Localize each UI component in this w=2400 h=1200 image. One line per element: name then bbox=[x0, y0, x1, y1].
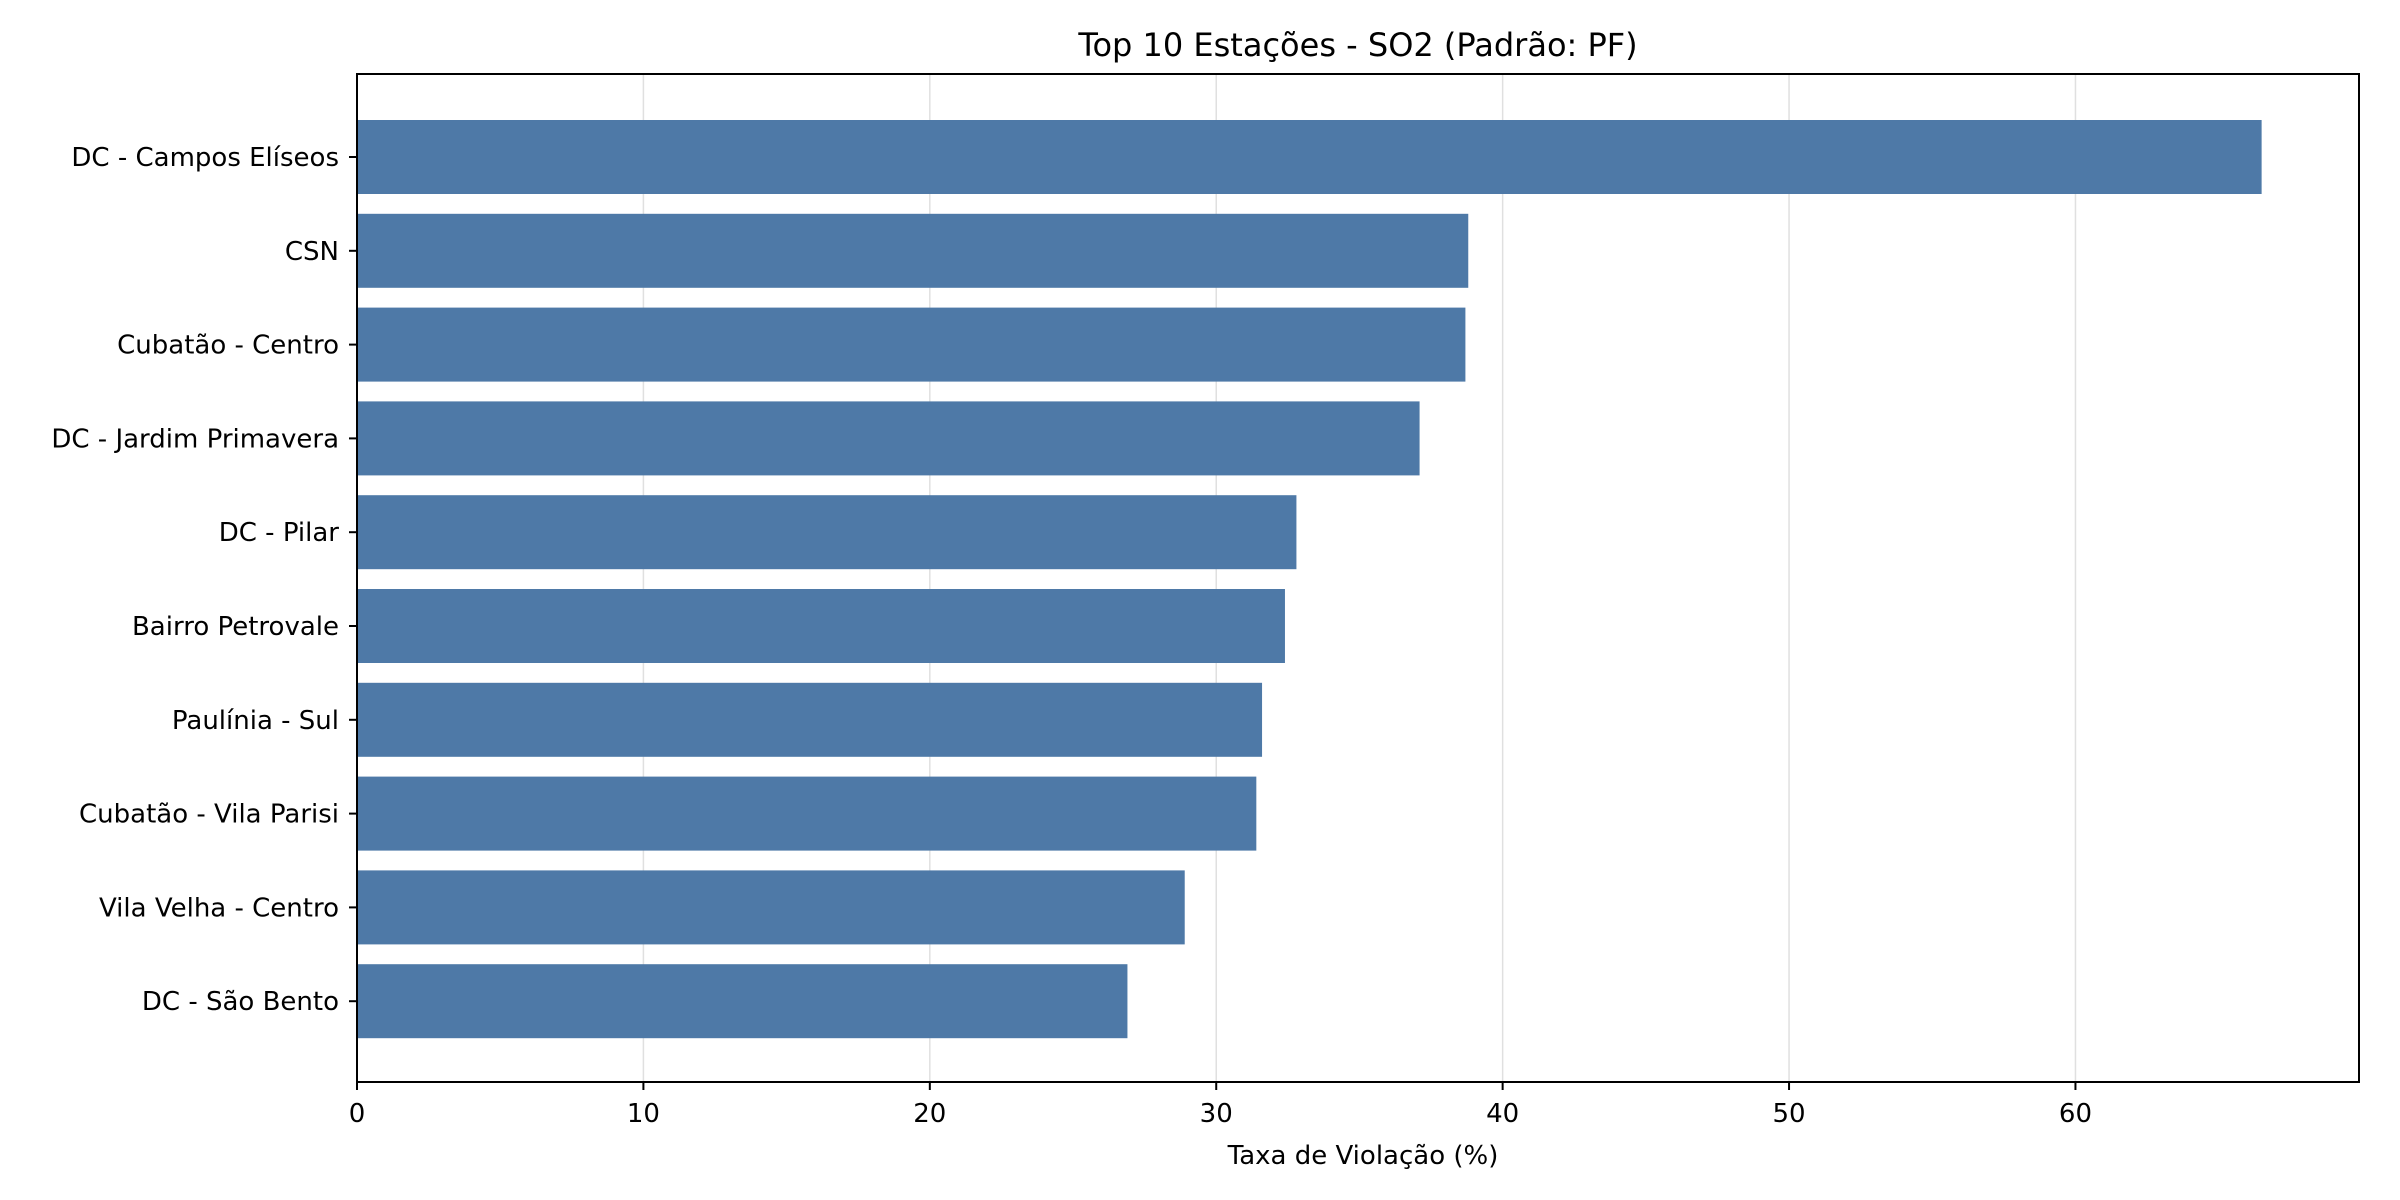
y-tick-label: Vila Velha - Centro bbox=[99, 893, 339, 923]
x-axis-label: Taxa de Violação (%) bbox=[1227, 1141, 1499, 1171]
y-tick-label: DC - Campos Elíseos bbox=[71, 143, 339, 173]
bar bbox=[357, 401, 1420, 476]
x-tick-label: 0 bbox=[349, 1099, 366, 1129]
bar bbox=[357, 120, 2262, 194]
y-tick-label: Cubatão - Vila Parisi bbox=[79, 800, 339, 830]
bar bbox=[357, 776, 1257, 851]
y-tick-label: DC - São Bento bbox=[142, 987, 339, 1017]
bar bbox=[357, 307, 1466, 382]
bar bbox=[357, 870, 1185, 945]
plot-frame bbox=[356, 73, 2360, 1083]
bar bbox=[357, 589, 1285, 663]
y-tick-label: CSN bbox=[285, 237, 339, 267]
bars bbox=[357, 120, 2262, 1039]
bar bbox=[357, 213, 1469, 288]
bar bbox=[357, 964, 1128, 1039]
y-axis-ticks: DC - Campos Elíseos CSN Cubatão - Centro DC… bbox=[51, 143, 357, 1017]
bar bbox=[357, 495, 1297, 570]
y-tick-label: Cubatão - Centro bbox=[117, 331, 339, 361]
x-tick-label: 20 bbox=[913, 1099, 946, 1129]
y-tick-label: DC - Pilar bbox=[219, 518, 340, 548]
x-tick-label: 50 bbox=[1772, 1099, 1805, 1129]
chart-title: Top 10 Estações - SO2 (Padrão: PF) bbox=[1077, 26, 1637, 64]
y-tick-label: Paulínia - Sul bbox=[172, 706, 339, 736]
x-axis-ticks: 0 10 20 30 40 50 60 bbox=[349, 1082, 2092, 1129]
x-tick-label: 30 bbox=[1200, 1099, 1233, 1129]
x-tick-label: 40 bbox=[1486, 1099, 1519, 1129]
x-tick-label: 60 bbox=[2059, 1099, 2092, 1129]
bar bbox=[357, 682, 1263, 757]
x-tick-label: 10 bbox=[627, 1099, 660, 1129]
y-tick-label: DC - Jardim Primavera bbox=[51, 424, 339, 454]
y-tick-label: Bairro Petrovale bbox=[132, 612, 339, 642]
